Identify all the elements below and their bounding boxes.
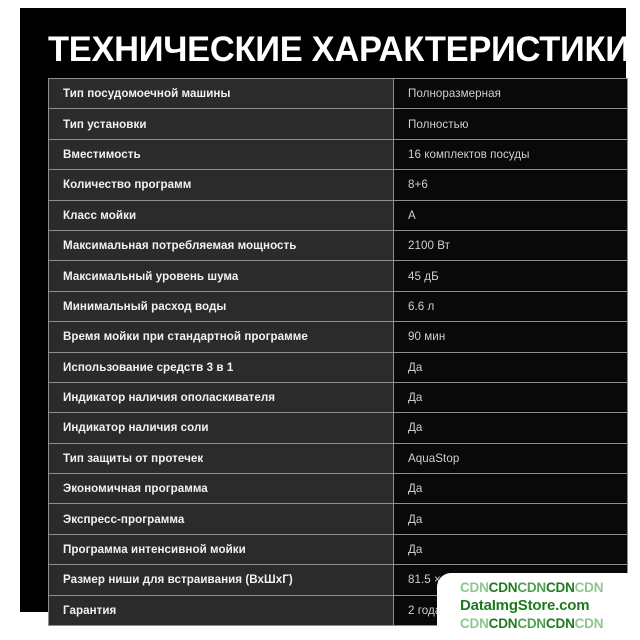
table-row: Тип защиты от протечек AquaStop [48,442,628,474]
table-row: Максимальная потребляемая мощность 2100 В… [48,229,628,261]
spec-value-cell: Полностью [393,108,628,140]
spec-value-cell: Да [393,351,628,383]
table-row: Программа интенсивной мойки Да [48,533,628,565]
spec-value-cell: 8+6 [393,169,628,201]
watermark-top-cdn-text: CDNCDNCDNCDNCDN [460,579,640,597]
watermark-cdn-chunk: CDN [488,580,518,595]
watermark-cdn-chunk: CDN [517,580,546,595]
table-row: Количество программ 8+6 [48,169,628,201]
spec-label-cell: Экспресс-программа [48,503,394,535]
spec-value-cell: 2100 Вт [393,229,628,261]
table-row: Индикатор наличия соли Да [48,412,628,444]
spec-value-cell: AquaStop [393,442,628,474]
table-row: Тип посудомоечной машины Полноразмерная [48,78,628,109]
spec-label-cell: Тип установки [48,108,394,140]
spec-label-cell: Максимальная потребляемая мощность [48,229,394,261]
watermark-cdn-chunk: CDN [545,580,575,595]
watermark-bottom-cdn-text: CDNCDNCDNCDNCDN [460,615,640,633]
table-row: Вместимость 16 комплектов посуды [48,138,628,170]
spec-value-cell: 45 дБ [393,260,628,292]
spec-value-cell: 6.6 л [393,290,628,322]
spec-label-cell: Вместимость [48,138,394,170]
spec-value-cell: A [393,199,628,231]
spec-label-cell: Класс мойки [48,199,394,231]
spec-value-cell: 16 комплектов посуды [393,138,628,170]
spec-label-cell: Использование средств 3 в 1 [48,351,394,383]
table-row: Время мойки при стандартной программе 90 … [48,321,628,353]
spec-label-cell: Размер ниши для встраивания (ВхШхГ) [48,564,394,596]
specifications-table: Тип посудомоечной машины Полноразмерная Ти… [48,78,628,627]
spec-label-cell: Гарантия [48,594,394,626]
table-row: Использование средств 3 в 1 Да [48,351,628,383]
spec-label-cell: Тип защиты от протечек [48,442,394,474]
table-row: Экономичная программа Да [48,473,628,504]
watermark-cdn-chunk: CDN [488,615,518,631]
spec-label-cell: Минимальный расход воды [48,290,394,322]
watermark-cdn-chunk: CDN [517,615,546,631]
spec-label-cell: Тип посудомоечной машины [48,78,394,109]
watermark-cdn-chunk: CDN [574,580,604,595]
watermark: CDNCDNCDNCDNCDN DataImgStore.com CDNCDNC… [437,573,640,640]
spec-label-cell: Время мойки при стандартной программе [48,321,394,353]
spec-value-cell: Да [393,381,628,413]
watermark-cdn-chunk: CDN [460,615,489,631]
watermark-cdn-chunk: CDN [460,580,489,595]
watermark-cdn-chunk: CDN [545,615,575,631]
page-title: ТЕХНИЧЕСКИЕ ХАРАКТЕРИСТИКИ [48,30,630,69]
spec-value-cell: Да [393,412,628,444]
table-row: Класс мойки A [48,199,628,231]
spec-panel: ТЕХНИЧЕСКИЕ ХАРАКТЕРИСТИКИ Тип посудомое… [20,8,630,627]
spec-label-cell: Количество программ [48,169,394,201]
spec-label-cell: Программа интенсивной мойки [48,533,394,565]
spec-label-cell: Максимальный уровень шума [48,260,394,292]
table-row: Максимальный уровень шума 45 дБ [48,260,628,292]
spec-value-cell: Да [393,503,628,535]
specifications-table-body: Тип посудомоечной машины Полноразмерная Ти… [48,78,628,626]
spec-label-cell: Индикатор наличия соли [48,412,394,444]
table-row: Индикатор наличия ополаскивателя Да [48,381,628,413]
watermark-site-label: DataImgStore.com [460,596,590,614]
spec-value-cell: Да [393,533,628,565]
table-row: Тип установки Полностью [48,108,628,140]
spec-value-cell: 90 мин [393,321,628,353]
spec-value-cell: Полноразмерная [393,78,628,109]
spec-value-cell: Да [393,473,628,504]
table-row: Экспресс-программа Да [48,503,628,535]
table-row: Минимальный расход воды 6.6 л [48,290,628,322]
spec-label-cell: Экономичная программа [48,473,394,504]
spec-label-cell: Индикатор наличия ополаскивателя [48,381,394,413]
watermark-cdn-chunk: CDN [574,615,604,631]
